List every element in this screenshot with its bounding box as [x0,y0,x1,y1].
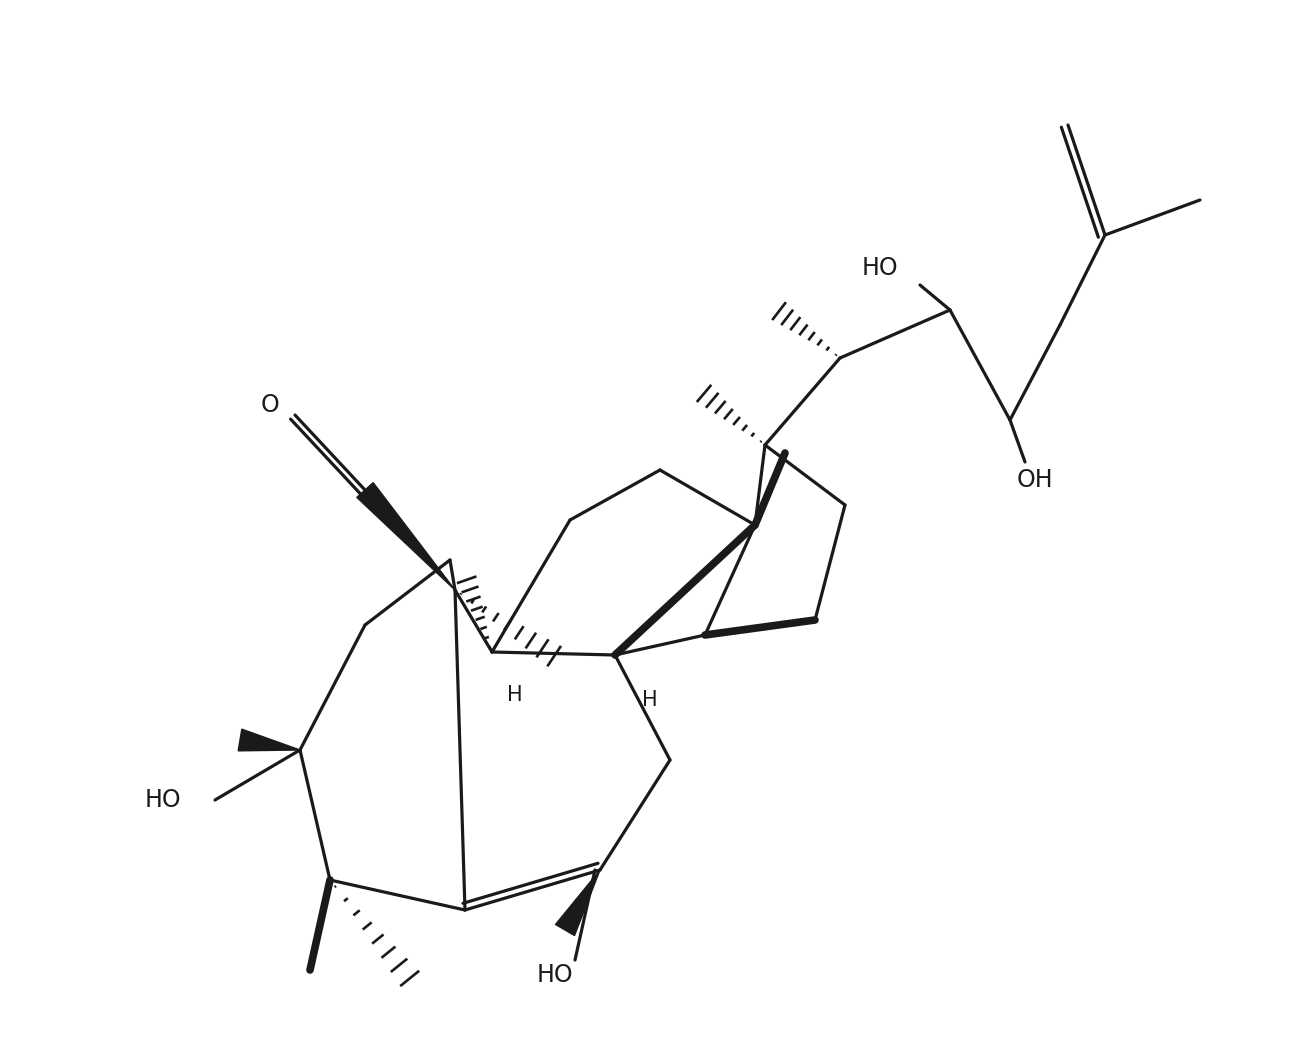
Text: O: O [260,393,280,417]
Text: HO: HO [145,788,181,812]
Polygon shape [357,483,455,590]
Polygon shape [238,729,300,751]
Text: H: H [643,690,658,710]
Polygon shape [556,870,600,935]
Text: HO: HO [536,963,573,987]
Text: HO: HO [862,256,899,280]
Text: H: H [507,685,523,705]
Text: OH: OH [1017,468,1054,492]
